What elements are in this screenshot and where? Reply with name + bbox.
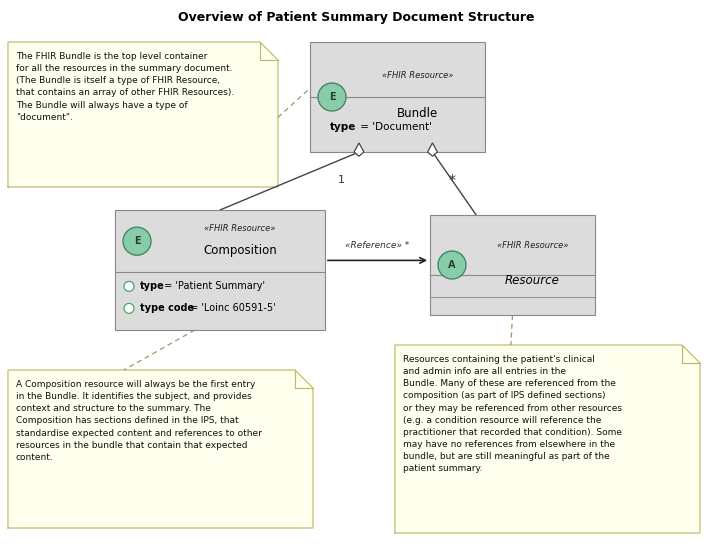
Circle shape <box>124 282 134 292</box>
FancyBboxPatch shape <box>310 42 485 152</box>
Text: E: E <box>329 92 335 102</box>
Polygon shape <box>8 42 278 187</box>
Text: «FHIR Resource»: «FHIR Resource» <box>497 241 568 249</box>
Text: Composition: Composition <box>203 244 277 257</box>
Polygon shape <box>354 143 364 156</box>
Text: E: E <box>134 236 140 246</box>
Polygon shape <box>395 345 700 533</box>
Text: 1: 1 <box>337 175 345 185</box>
Text: A Composition resource will always be the first entry
in the Bundle. It identifi: A Composition resource will always be th… <box>16 380 262 462</box>
Text: «FHIR Resource»: «FHIR Resource» <box>382 71 453 79</box>
Polygon shape <box>8 370 313 528</box>
Text: type: type <box>330 122 357 132</box>
Text: The FHIR Bundle is the top level container
for all the resources in the summary : The FHIR Bundle is the top level contain… <box>16 52 234 122</box>
Text: type code: type code <box>140 304 194 313</box>
FancyBboxPatch shape <box>115 210 325 330</box>
Circle shape <box>124 304 134 313</box>
Text: = 'Loinc 60591-5': = 'Loinc 60591-5' <box>187 304 276 313</box>
Text: Overview of Patient Summary Document Structure: Overview of Patient Summary Document Str… <box>178 12 534 25</box>
FancyBboxPatch shape <box>430 215 595 315</box>
Text: Bundle: Bundle <box>397 107 438 120</box>
Text: *: * <box>449 173 456 187</box>
Text: A: A <box>449 260 456 270</box>
Circle shape <box>123 227 151 255</box>
Text: Resources containing the patient's clinical
and admin info are all entries in th: Resources containing the patient's clini… <box>403 355 622 473</box>
Text: «Reference» *: «Reference» * <box>345 242 409 250</box>
Text: «FHIR Resource»: «FHIR Resource» <box>204 224 276 233</box>
Polygon shape <box>428 143 437 156</box>
Text: Resource: Resource <box>505 273 560 287</box>
Text: type: type <box>140 282 164 292</box>
Text: = 'Document': = 'Document' <box>357 122 432 132</box>
Text: = 'Patient Summary': = 'Patient Summary' <box>161 282 265 292</box>
Circle shape <box>318 83 346 111</box>
Circle shape <box>438 251 466 279</box>
